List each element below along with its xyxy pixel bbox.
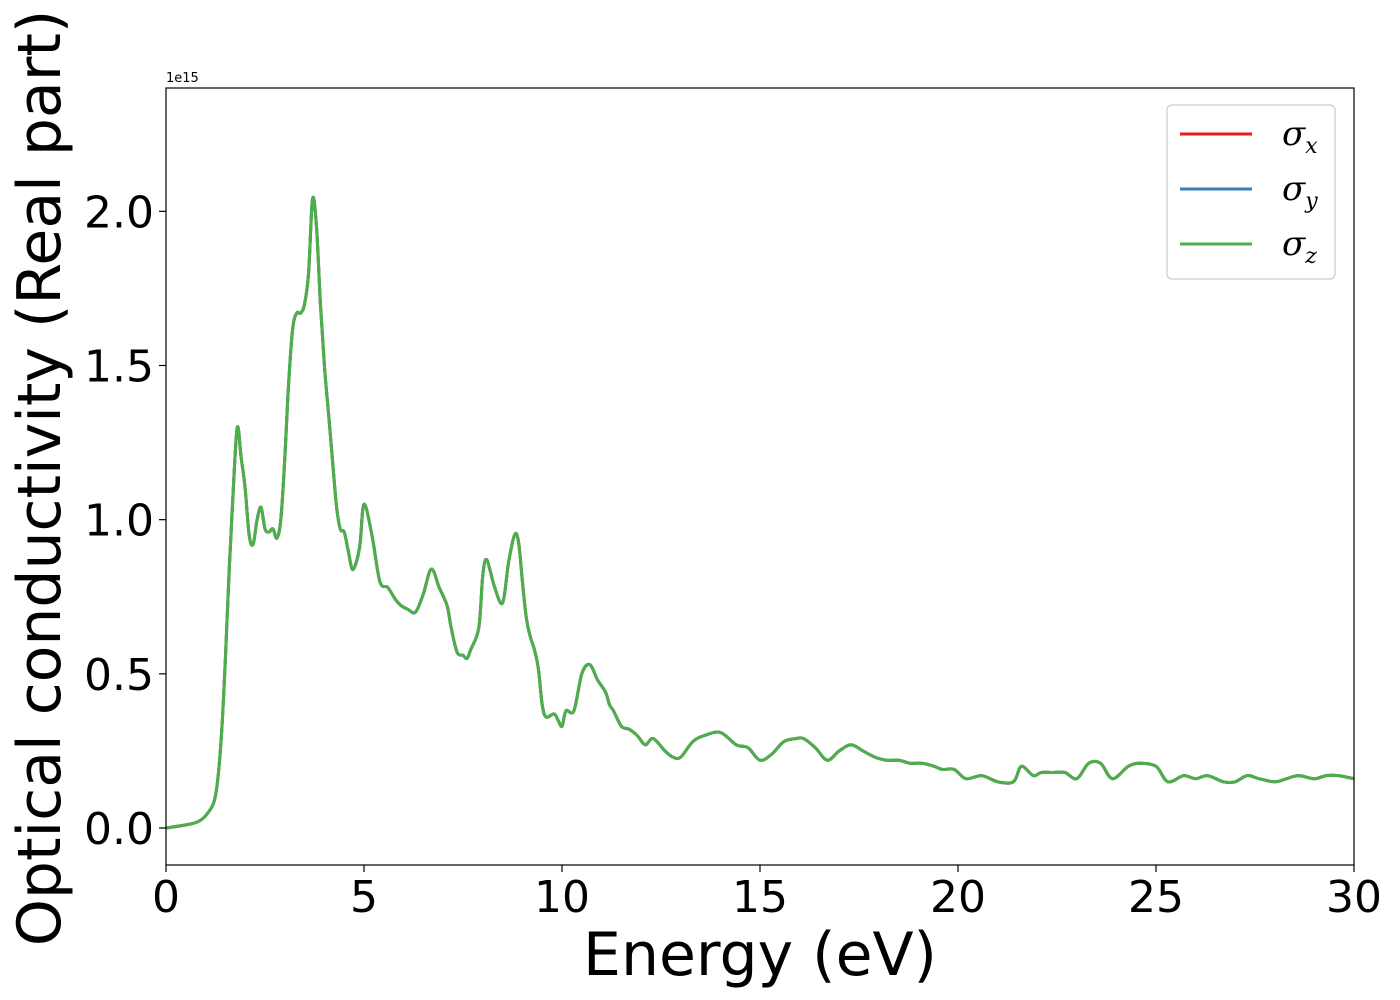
x-tick-label: 0 — [152, 872, 180, 923]
y-tick-label: 2.0 — [84, 187, 154, 238]
y-tick-label: 1.0 — [84, 496, 154, 547]
x-tick-label: 10 — [534, 872, 590, 923]
plot-area — [166, 195, 1354, 830]
y-axis-label: Optical conductivity (Real part) — [5, 10, 75, 947]
axes: 0 5 10 15 20 25 30 0.0 0.5 1.0 1.5 2.0 — [84, 87, 1382, 923]
x-tick-label: 5 — [350, 872, 378, 923]
series-line-sigma-y — [166, 195, 1354, 830]
x-tick-label: 25 — [1128, 872, 1184, 923]
y-tick-label: 1.5 — [84, 342, 154, 393]
x-tick-label: 20 — [930, 872, 986, 923]
y-tick-label: 0.5 — [84, 650, 154, 701]
x-axis-label: Energy (eV) — [583, 920, 937, 990]
y-offset-label: 1e15 — [166, 71, 199, 86]
series-line-sigma-z — [166, 195, 1354, 830]
y-tick-label: 0.0 — [84, 804, 154, 855]
series-line-sigma-x — [166, 195, 1354, 830]
x-tick-label: 15 — [732, 872, 788, 923]
x-tick-label: 30 — [1326, 872, 1382, 923]
legend-box — [1166, 104, 1336, 280]
